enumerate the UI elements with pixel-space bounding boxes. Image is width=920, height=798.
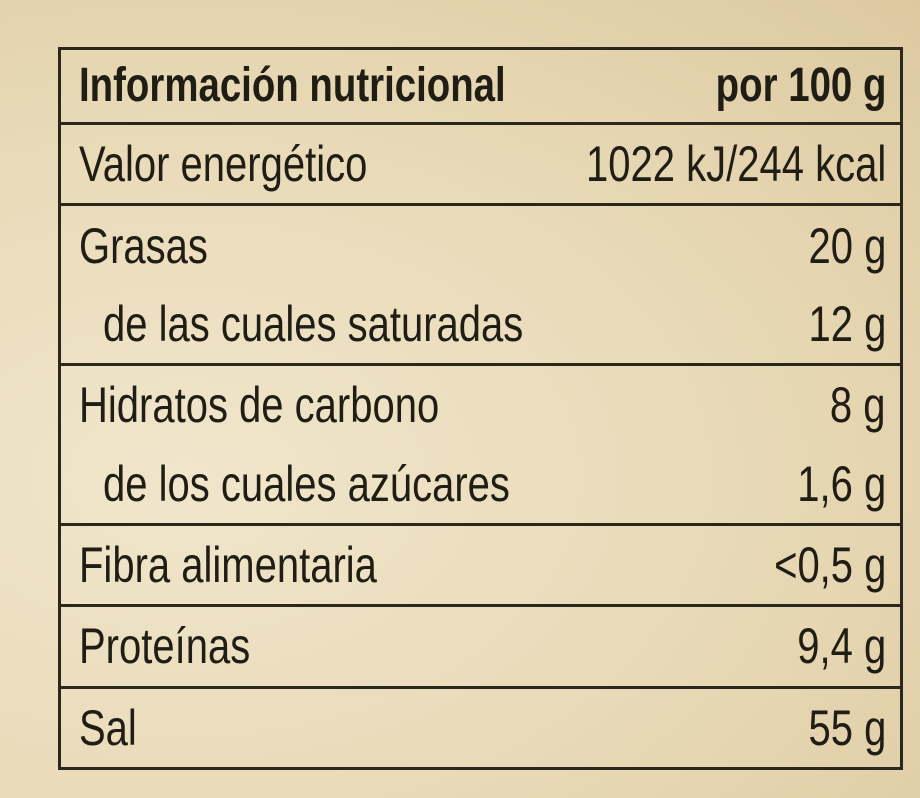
- nutrition-table: Información nutricional por 100 g Valor …: [58, 47, 903, 770]
- row-label: Sal: [79, 699, 137, 756]
- header-line: Información nutricional por 100 g: [61, 50, 900, 122]
- row-group: Proteínas 9,4 g: [61, 604, 900, 685]
- row-group: Hidratos de carbono 8 g de los cuales azúc…: [61, 363, 900, 523]
- row-label: Valor energético: [79, 136, 368, 193]
- row-label: Hidratos de carbono: [79, 377, 440, 434]
- row-group: Valor energético 1022 kJ/244 kcal: [61, 122, 900, 203]
- header-unit: por 100 g: [715, 59, 886, 112]
- header-row: Información nutricional por 100 g: [61, 50, 900, 122]
- row-value: 12 g: [808, 295, 886, 352]
- row-group: Grasas 20 g de las cuales saturadas 12 g: [61, 203, 900, 363]
- row-line: de las cuales saturadas 12 g: [61, 285, 900, 363]
- row-value: <0,5 g: [773, 537, 886, 594]
- row-group: Sal 55 g: [61, 685, 900, 767]
- row-label: de los cuales azúcares: [103, 455, 510, 512]
- row-value: 20 g: [808, 217, 886, 274]
- row-value: 1,6 g: [797, 455, 886, 512]
- row-label: Grasas: [79, 217, 208, 274]
- row-line: Grasas 20 g: [61, 206, 900, 284]
- row-value: 9,4 g: [797, 618, 886, 675]
- row-value: 1022 kJ/244 kcal: [585, 136, 886, 193]
- header-label: Información nutricional: [79, 59, 506, 112]
- row-line: Sal 55 g: [61, 689, 900, 767]
- row-line: Fibra alimentaria <0,5 g: [61, 526, 900, 604]
- row-value: 55 g: [808, 699, 886, 756]
- row-line: Valor energético 1022 kJ/244 kcal: [61, 125, 900, 203]
- row-line: Proteínas 9,4 g: [61, 607, 900, 685]
- row-group: Fibra alimentaria <0,5 g: [61, 522, 900, 604]
- row-line: de los cuales azúcares 1,6 g: [61, 445, 900, 523]
- row-value: 8 g: [830, 377, 886, 434]
- row-label: Proteínas: [79, 618, 251, 675]
- row-line: Hidratos de carbono 8 g: [61, 366, 900, 444]
- row-label: de las cuales saturadas: [103, 295, 524, 352]
- row-label: Fibra alimentaria: [79, 537, 377, 594]
